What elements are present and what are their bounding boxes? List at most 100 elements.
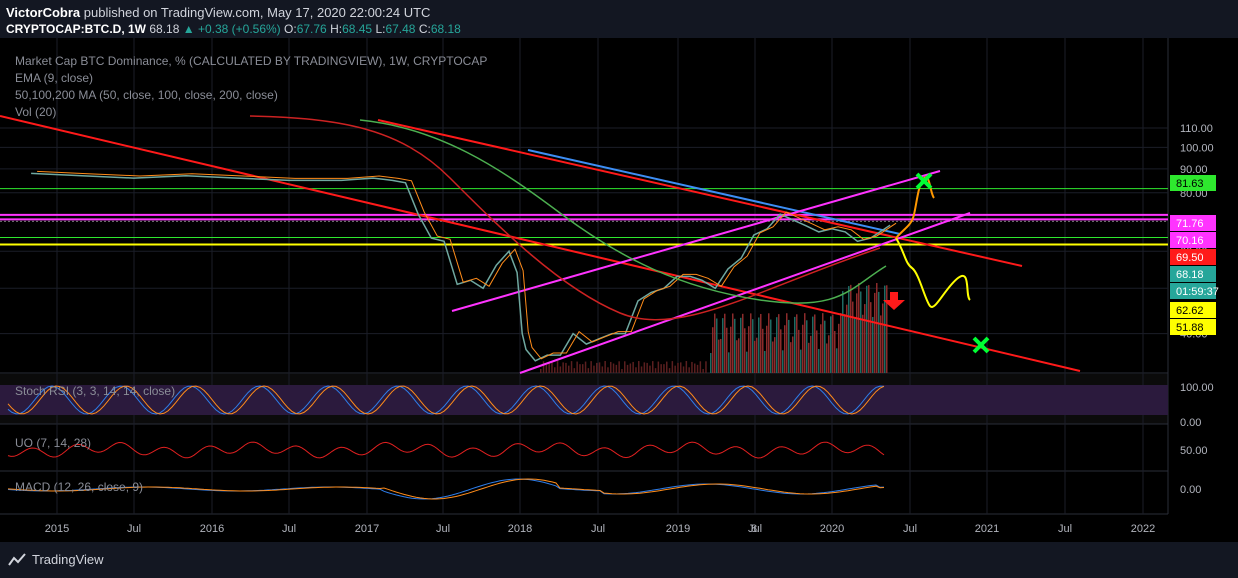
volume-bar <box>610 361 612 373</box>
price-label-badge <box>1170 283 1216 299</box>
chart-area[interactable]: 110.00100.0090.0080.0070.0060.0050.0040.… <box>0 38 1238 542</box>
volume-bar <box>559 366 562 373</box>
volume-bar <box>850 284 852 373</box>
volume-bar <box>886 285 888 373</box>
price-label-text: 70.16 <box>1176 235 1204 247</box>
volume-bar <box>778 314 780 373</box>
volume-bar <box>584 361 587 373</box>
volume-bar <box>872 316 874 373</box>
volume-bar <box>654 368 657 373</box>
volume-bar <box>629 363 632 373</box>
volume-bar <box>696 364 699 373</box>
high-label: H: <box>330 22 343 36</box>
close-value: 68.18 <box>430 22 461 36</box>
volume-bar <box>816 330 818 373</box>
volume-bar <box>601 366 604 373</box>
footer-bar: TradingView <box>0 542 1238 578</box>
x-tick-label: 2017 <box>355 523 379 535</box>
volume-bar <box>724 313 726 373</box>
x-tick-label: 2022 <box>1131 523 1155 535</box>
chart-canvas[interactable]: 110.00100.0090.0080.0070.0060.0050.0040.… <box>0 38 1238 542</box>
volume-bar <box>788 319 790 373</box>
volume-bar <box>587 368 590 373</box>
x-tick-label: 2018 <box>508 523 532 535</box>
volume-bar <box>744 328 746 373</box>
volume-bar <box>868 285 870 373</box>
volume-bar <box>682 366 685 373</box>
volume-bar <box>646 362 648 373</box>
volume-bar <box>618 361 620 373</box>
ma-50-line <box>249 115 881 321</box>
volume-bar <box>718 339 720 373</box>
open-label: O: <box>284 22 297 36</box>
publish-info: VictorCobra published on TradingView.com… <box>6 5 430 20</box>
volume-bar <box>864 304 866 373</box>
uo-line <box>7 441 885 459</box>
x-tick-label: 2015 <box>45 523 69 535</box>
author-name[interactable]: VictorCobra <box>6 5 81 20</box>
published-text: published on TradingView.com, May 17, 20… <box>83 5 431 20</box>
tradingview-brand[interactable]: TradingView <box>32 552 104 567</box>
volume-bar <box>822 313 824 373</box>
volume-bar <box>876 283 878 373</box>
volume-bar <box>812 316 814 373</box>
down-arrow-icon <box>883 292 905 310</box>
volume-bar <box>590 361 592 373</box>
price-label-text: 62.62 <box>1176 305 1204 317</box>
x-tick-label: Jul <box>903 523 917 535</box>
x-tick-label: 2016 <box>200 523 224 535</box>
volume-bar <box>820 324 822 373</box>
stoch-rsi-label[interactable]: Stoch RSI (3, 3, 14, 14, close) <box>15 384 176 398</box>
x-tick-label: 2021 <box>975 523 999 535</box>
volume-bar <box>694 363 696 373</box>
y-tick-label: 110.00 <box>1180 123 1213 135</box>
volume-bar <box>760 313 762 373</box>
volume-bar <box>604 361 606 373</box>
trendline-blue <box>527 149 901 235</box>
x-tick-label: Jul <box>436 523 450 535</box>
macd-label[interactable]: MACD (12, 26, close, 9) <box>15 480 144 494</box>
channel-upper <box>451 170 941 312</box>
volume-bar <box>554 367 556 373</box>
tradingview-logo-icon[interactable] <box>8 551 26 569</box>
volume-bar <box>612 363 615 373</box>
last-price: 68.18 <box>149 22 180 36</box>
volume-bar <box>800 349 802 373</box>
volume-bar <box>680 362 682 373</box>
x-tick-label: 2019 <box>666 523 690 535</box>
price-label-badge <box>1170 175 1216 191</box>
high-value: 68.45 <box>342 22 373 36</box>
volume-bar <box>548 363 550 373</box>
x-tick-label: 2020 <box>820 523 844 535</box>
uo-label[interactable]: UO (7, 14, 28) <box>15 436 92 450</box>
volume-bar <box>738 338 740 373</box>
y-tick-label: 0.00 <box>1180 417 1201 429</box>
volume-bar <box>790 342 792 373</box>
target-x-icon <box>915 172 933 190</box>
volume-bar <box>818 348 820 373</box>
ema-line <box>37 170 897 360</box>
price-label-badge <box>1170 266 1216 282</box>
volume-bar <box>626 364 629 373</box>
x-tick-label: Jul <box>591 523 605 535</box>
low-value: 67.48 <box>385 22 416 36</box>
price-label-text: 71.76 <box>1176 218 1204 230</box>
symbol-name[interactable]: CRYPTOCAP:BTC.D, 1W <box>6 22 147 36</box>
volume-bar <box>734 318 736 373</box>
volume-bar <box>624 361 626 373</box>
price-label-text: 01:59:37 <box>1176 286 1219 298</box>
volume-bar <box>674 365 676 373</box>
volume-bar <box>836 348 838 373</box>
price-label-badge <box>1170 215 1216 231</box>
volume-bar <box>794 316 796 373</box>
volume-bar <box>786 313 788 373</box>
close-label: C: <box>418 22 431 36</box>
volume-bar <box>551 361 553 373</box>
volume-bar <box>688 367 690 373</box>
volume-bar <box>854 317 856 373</box>
volume-bar <box>638 361 640 373</box>
volume-bar <box>730 326 732 373</box>
volume-bar <box>880 315 882 373</box>
price-label-badge <box>1170 319 1216 335</box>
volume-bar <box>576 361 578 373</box>
